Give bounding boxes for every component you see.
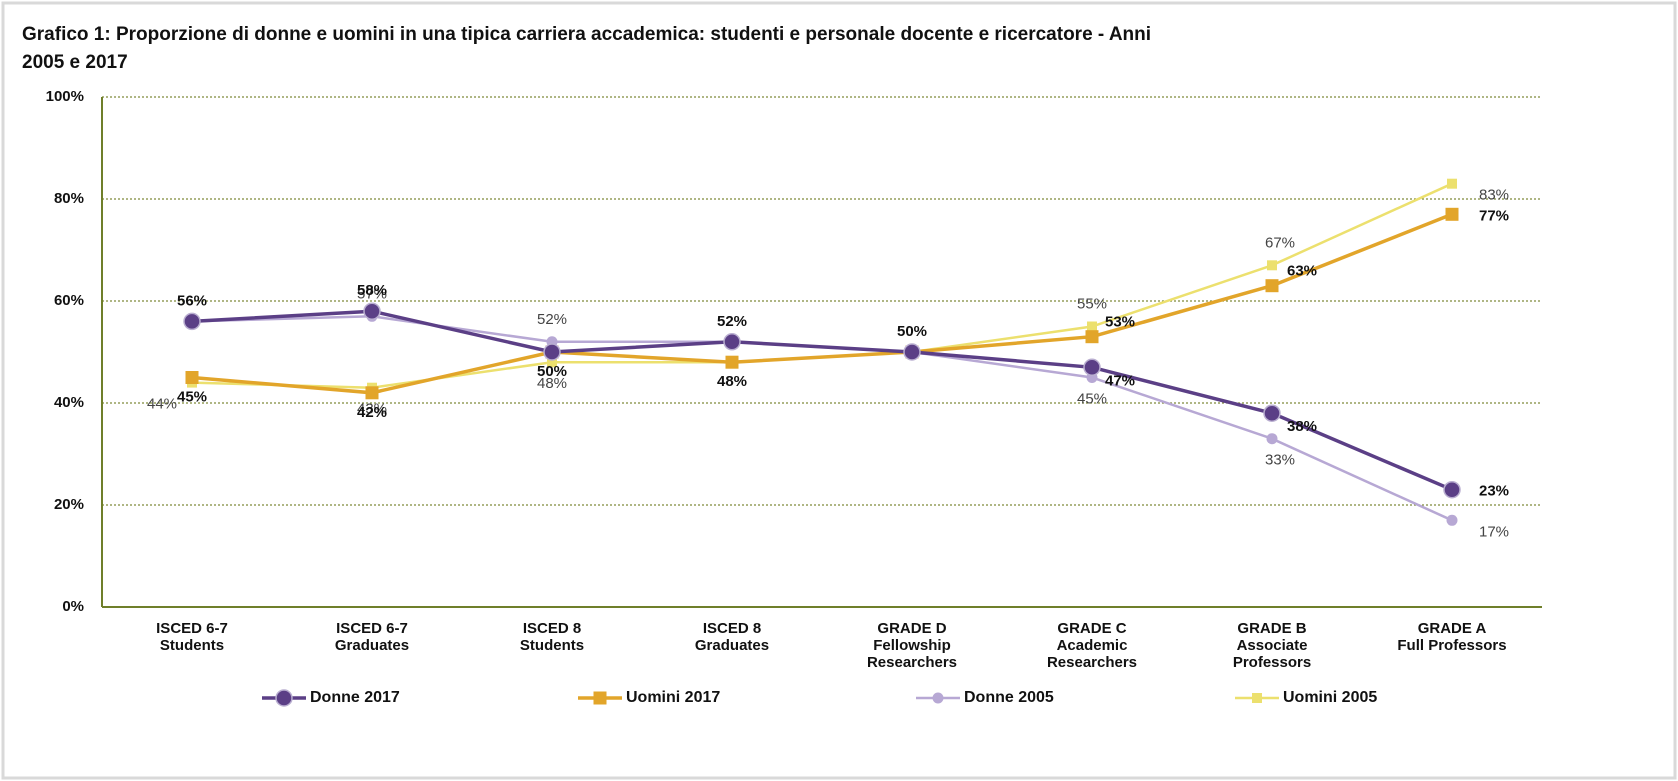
- x-tick-label: Graduates: [695, 637, 769, 654]
- y-tick-label: 100%: [46, 88, 84, 105]
- point: [932, 692, 944, 704]
- x-tick-label: Professors: [1233, 654, 1311, 671]
- legend-label: Uomini 2017: [626, 689, 720, 706]
- series-line: [191, 309, 1453, 492]
- chart-title: Grafico 1: Proporzione di donne e uomini…: [22, 24, 1151, 45]
- x-tick-label: ISCED 6-7: [336, 620, 408, 637]
- data-label: 52%: [717, 313, 747, 330]
- x-tick-label: GRADE C: [1057, 620, 1126, 637]
- data-label: 63%: [1287, 263, 1317, 280]
- point: [1083, 358, 1101, 377]
- point: [1447, 178, 1457, 189]
- data-label: 55%: [1077, 295, 1107, 312]
- point: [363, 302, 381, 320]
- data-label: 53%: [1105, 314, 1135, 331]
- point: [1446, 514, 1458, 526]
- data-label: 45%: [1077, 390, 1107, 407]
- data-label: 83%: [1479, 187, 1509, 204]
- data-label: 58%: [357, 282, 387, 299]
- y-tick-label: 60%: [54, 292, 84, 309]
- data-label: 38%: [1287, 418, 1317, 435]
- legend-label: Donne 2005: [964, 689, 1054, 706]
- data-label: 44%: [147, 396, 177, 413]
- y-tick-label: 40%: [54, 394, 84, 411]
- data-label: 50%: [897, 323, 927, 340]
- data-label: 42%: [357, 404, 387, 421]
- data-label: 17%: [1479, 523, 1509, 540]
- data-label: 50%: [537, 363, 567, 380]
- point: [593, 691, 607, 705]
- data-label: 33%: [1265, 452, 1295, 469]
- point: [1443, 480, 1461, 499]
- data-label: 77%: [1479, 207, 1509, 224]
- data-label: 67%: [1265, 234, 1295, 251]
- x-tick-label: GRADE B: [1237, 620, 1306, 637]
- x-tick-label: Graduates: [335, 637, 409, 654]
- x-tick-label: Fellowship: [873, 637, 951, 654]
- data-label: 23%: [1479, 483, 1509, 500]
- data-label: 52%: [537, 311, 567, 328]
- y-tick-label: 80%: [54, 190, 84, 207]
- point: [1445, 207, 1459, 221]
- chart-title: 2005 e 2017: [22, 52, 128, 73]
- point: [725, 355, 739, 369]
- point: [903, 343, 921, 361]
- x-tick-label: GRADE D: [877, 620, 946, 637]
- data-label: 48%: [717, 373, 747, 390]
- data-label: 56%: [177, 292, 207, 309]
- point: [723, 333, 741, 351]
- x-tick-label: ISCED 8: [523, 620, 581, 637]
- x-tick-label: Researchers: [1047, 654, 1137, 671]
- point: [185, 371, 199, 384]
- data-label: 45%: [177, 388, 207, 405]
- x-tick-label: Students: [160, 637, 224, 654]
- legend-label: Donne 2017: [310, 689, 400, 706]
- point: [543, 343, 561, 361]
- point: [1085, 330, 1099, 344]
- y-tick-label: 0%: [62, 598, 84, 615]
- point: [547, 357, 557, 368]
- point: [1265, 279, 1279, 293]
- data-label: 48%: [537, 375, 567, 392]
- x-tick-label: GRADE A: [1418, 620, 1487, 637]
- point: [365, 386, 379, 400]
- x-tick-label: ISCED 6-7: [156, 620, 228, 637]
- point: [1267, 260, 1277, 271]
- point: [1087, 321, 1097, 332]
- point: [183, 312, 201, 331]
- data-label: 43%: [357, 401, 387, 418]
- point: [1252, 693, 1262, 703]
- legend-label: Uomini 2005: [1283, 689, 1377, 706]
- x-tick-label: Students: [520, 637, 584, 654]
- x-tick-label: Associate: [1237, 637, 1308, 654]
- y-tick-label: 20%: [54, 496, 84, 513]
- x-tick-label: Full Professors: [1397, 637, 1506, 654]
- x-tick-label: ISCED 8: [703, 620, 761, 637]
- series-line: [191, 212, 1453, 395]
- point: [275, 689, 293, 707]
- point: [1266, 433, 1278, 445]
- point: [1263, 404, 1281, 422]
- x-tick-label: Academic: [1057, 637, 1128, 654]
- data-label: 47%: [1105, 372, 1135, 389]
- x-tick-label: Researchers: [867, 654, 957, 671]
- data-label: 57%: [357, 285, 387, 302]
